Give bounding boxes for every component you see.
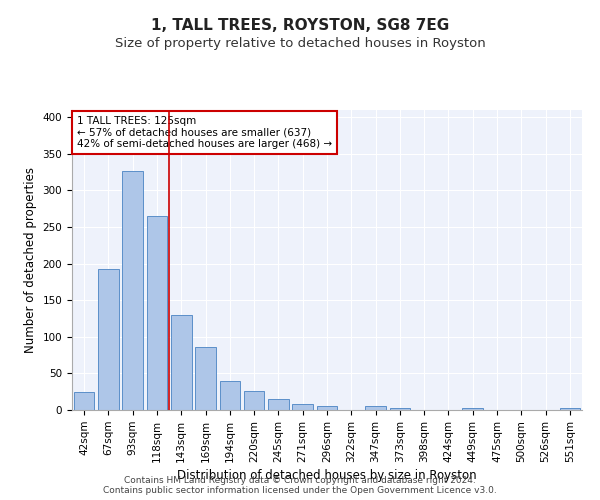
Y-axis label: Number of detached properties: Number of detached properties [24, 167, 37, 353]
Bar [560, 408, 580, 410]
Bar [292, 404, 313, 410]
Bar [389, 408, 410, 410]
Bar [268, 399, 289, 410]
Bar [98, 269, 119, 410]
Bar [171, 315, 191, 410]
Text: 1 TALL TREES: 125sqm
← 57% of detached houses are smaller (637)
42% of semi-deta: 1 TALL TREES: 125sqm ← 57% of detached h… [77, 116, 332, 149]
Bar [220, 382, 240, 410]
Text: Contains HM Land Registry data © Crown copyright and database right 2024.
Contai: Contains HM Land Registry data © Crown c… [103, 476, 497, 495]
Bar [122, 172, 143, 410]
Bar [146, 216, 167, 410]
Bar [74, 392, 94, 410]
Bar [195, 347, 216, 410]
Text: Size of property relative to detached houses in Royston: Size of property relative to detached ho… [115, 38, 485, 51]
X-axis label: Distribution of detached houses by size in Royston: Distribution of detached houses by size … [177, 469, 477, 482]
Bar [463, 408, 483, 410]
Text: 1, TALL TREES, ROYSTON, SG8 7EG: 1, TALL TREES, ROYSTON, SG8 7EG [151, 18, 449, 32]
Bar [317, 406, 337, 410]
Bar [244, 391, 265, 410]
Bar [365, 406, 386, 410]
